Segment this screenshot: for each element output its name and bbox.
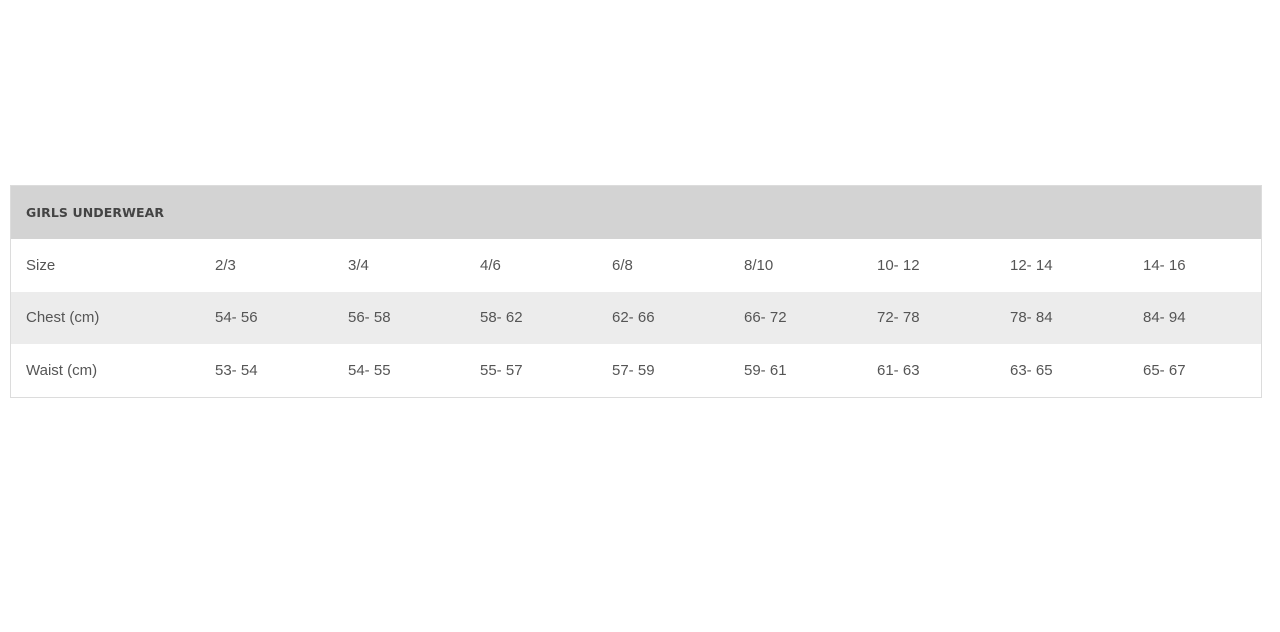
table-cell: 10- 12 xyxy=(877,256,920,274)
table-cell: 53- 54 xyxy=(215,361,258,379)
table-cell: 65- 67 xyxy=(1143,361,1186,379)
row-label: Waist (cm) xyxy=(26,361,98,379)
size-chart-table: GIRLS UNDERWEAR Size 2/3 3/4 4/6 6/8 8/10 10- … xyxy=(10,185,1262,398)
table-cell: 2/3 xyxy=(215,256,236,274)
table-row: Chest (cm) 54- 56 56- 58 58- 62 62- 66 66- 72… xyxy=(11,291,1261,344)
table-cell: 55- 57 xyxy=(480,361,523,379)
table-cell: 12- 14 xyxy=(1010,256,1053,274)
table-cell: 57- 59 xyxy=(612,361,655,379)
table-cell: 56- 58 xyxy=(348,309,391,327)
table-cell: 14- 16 xyxy=(1143,256,1186,274)
table-row: Size 2/3 3/4 4/6 6/8 8/10 10- 12 12- 14 14- 16 xyxy=(11,239,1261,292)
table-cell: 58- 62 xyxy=(480,309,523,327)
table-cell: 54- 55 xyxy=(348,361,391,379)
table-cell: 6/8 xyxy=(612,256,633,274)
table-cell: 59- 61 xyxy=(744,361,787,379)
table-cell: 61- 63 xyxy=(877,361,920,379)
table-cell: 66- 72 xyxy=(744,309,787,327)
table-cell: 8/10 xyxy=(744,256,774,274)
table-cell: 62- 66 xyxy=(612,309,655,327)
row-label: Chest (cm) xyxy=(26,309,100,327)
table-cell: 72- 78 xyxy=(877,309,920,327)
table-cell: 4/6 xyxy=(480,256,501,274)
table-cell: 84- 94 xyxy=(1143,309,1186,327)
table-cell: 54- 56 xyxy=(215,309,258,327)
table-cell: 63- 65 xyxy=(1010,361,1053,379)
table-cell: 3/4 xyxy=(348,256,369,274)
table-row: Waist (cm) 53- 54 54- 55 55- 57 57- 59 59- 61… xyxy=(11,344,1261,397)
table-cell: 78- 84 xyxy=(1010,309,1053,327)
row-label: Size xyxy=(26,256,56,274)
table-title: GIRLS UNDERWEAR xyxy=(11,186,1261,239)
